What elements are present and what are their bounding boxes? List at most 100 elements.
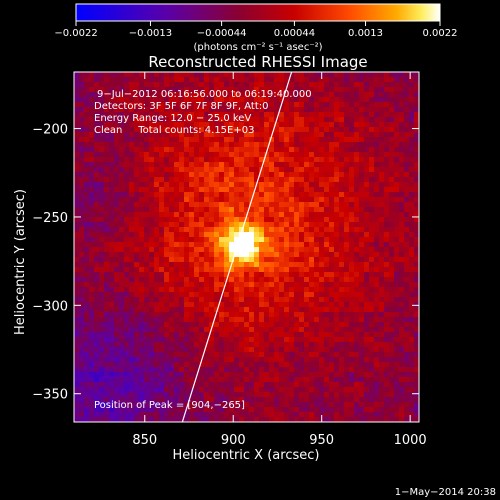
heatmap-pixel xyxy=(339,207,345,213)
heatmap-pixel xyxy=(229,102,235,108)
heatmap-pixel xyxy=(289,247,295,253)
heatmap-pixel xyxy=(259,402,265,408)
heatmap-pixel xyxy=(399,82,405,88)
heatmap-pixel xyxy=(314,412,320,418)
heatmap-pixel xyxy=(154,87,160,93)
heatmap-pixel xyxy=(219,242,225,248)
heatmap-pixel xyxy=(144,157,150,163)
heatmap-pixel xyxy=(414,172,419,178)
heatmap-pixel xyxy=(119,72,125,78)
heatmap-pixel xyxy=(139,237,145,243)
heatmap-pixel xyxy=(104,292,110,298)
heatmap-pixel xyxy=(244,282,250,288)
heatmap-pixel xyxy=(239,97,245,103)
heatmap-pixel xyxy=(239,332,245,338)
heatmap-pixel xyxy=(269,182,275,188)
heatmap-pixel xyxy=(384,167,390,173)
heatmap-pixel xyxy=(299,352,305,358)
heatmap-pixel xyxy=(209,177,215,183)
heatmap-pixel xyxy=(239,402,245,408)
heatmap-pixel xyxy=(159,157,165,163)
heatmap-pixel xyxy=(229,247,235,253)
heatmap-pixel xyxy=(79,162,85,168)
heatmap-pixel xyxy=(129,132,135,138)
heatmap-pixel xyxy=(159,382,165,388)
heatmap-pixel xyxy=(79,107,85,113)
heatmap-pixel xyxy=(324,137,330,143)
heatmap-pixel xyxy=(394,257,400,263)
colorbar-tick-label: −0.00044 xyxy=(197,28,247,39)
heatmap-pixel xyxy=(399,392,405,398)
heatmap-pixel xyxy=(254,147,260,153)
heatmap-pixel xyxy=(189,122,195,128)
heatmap-pixel xyxy=(389,352,395,358)
heatmap-pixel xyxy=(149,297,155,303)
heatmap-pixel xyxy=(394,352,400,358)
heatmap-pixel xyxy=(249,122,255,128)
heatmap-pixel xyxy=(344,262,350,268)
heatmap-pixel xyxy=(194,322,200,328)
heatmap-pixel xyxy=(414,282,419,288)
heatmap-pixel xyxy=(274,202,280,208)
heatmap-pixel xyxy=(124,377,130,383)
heatmap-pixel xyxy=(119,412,125,418)
heatmap-pixel xyxy=(404,212,410,218)
heatmap-pixel xyxy=(84,142,90,148)
heatmap-pixel xyxy=(339,317,345,323)
heatmap-pixel xyxy=(134,362,140,368)
heatmap-pixel xyxy=(364,257,370,263)
heatmap-pixel xyxy=(199,142,205,148)
heatmap-pixel xyxy=(284,347,290,353)
heatmap-pixel xyxy=(279,322,285,328)
heatmap-pixel xyxy=(334,102,340,108)
heatmap-pixel xyxy=(369,117,375,123)
heatmap-pixel xyxy=(244,92,250,98)
heatmap-pixel xyxy=(74,417,80,422)
heatmap-pixel xyxy=(234,242,240,248)
heatmap-pixel xyxy=(374,402,380,408)
heatmap-pixel xyxy=(89,332,95,338)
heatmap-pixel xyxy=(274,137,280,143)
heatmap-pixel xyxy=(254,202,260,208)
heatmap-pixel xyxy=(354,367,360,373)
heatmap-pixel xyxy=(394,382,400,388)
heatmap-pixel xyxy=(179,242,185,248)
heatmap-pixel xyxy=(99,102,105,108)
heatmap-pixel xyxy=(219,72,225,78)
heatmap-pixel xyxy=(104,272,110,278)
heatmap-pixel xyxy=(299,257,305,263)
heatmap-pixel xyxy=(189,222,195,228)
heatmap-pixel xyxy=(74,92,80,98)
heatmap-pixel xyxy=(114,267,120,273)
heatmap-pixel xyxy=(349,207,355,213)
heatmap-pixel xyxy=(234,312,240,318)
heatmap-pixel xyxy=(359,87,365,93)
heatmap-pixel xyxy=(109,412,115,418)
heatmap-pixel xyxy=(259,317,265,323)
heatmap-pixel xyxy=(234,197,240,203)
heatmap-pixel xyxy=(379,127,385,133)
heatmap-pixel xyxy=(324,407,330,413)
heatmap-pixel xyxy=(74,297,80,303)
heatmap-pixel xyxy=(309,267,315,273)
footer-date: 1−May−2014 20:38 xyxy=(395,487,496,498)
heatmap-pixel xyxy=(324,402,330,408)
heatmap-pixel xyxy=(264,202,270,208)
heatmap-pixel xyxy=(284,187,290,193)
heatmap-pixel xyxy=(79,247,85,253)
heatmap-pixel xyxy=(404,332,410,338)
heatmap-pixel xyxy=(404,252,410,258)
heatmap-pixel xyxy=(109,167,115,173)
heatmap-pixel xyxy=(209,417,215,422)
heatmap-pixel xyxy=(374,312,380,318)
heatmap-pixel xyxy=(124,242,130,248)
heatmap-pixel xyxy=(384,162,390,168)
heatmap-pixel xyxy=(404,412,410,418)
heatmap-pixel xyxy=(199,367,205,373)
heatmap-pixel xyxy=(329,197,335,203)
heatmap-pixel xyxy=(109,387,115,393)
heatmap-pixel xyxy=(134,212,140,218)
heatmap-pixel xyxy=(349,367,355,373)
heatmap-pixel xyxy=(169,92,175,98)
heatmap-pixel xyxy=(234,137,240,143)
